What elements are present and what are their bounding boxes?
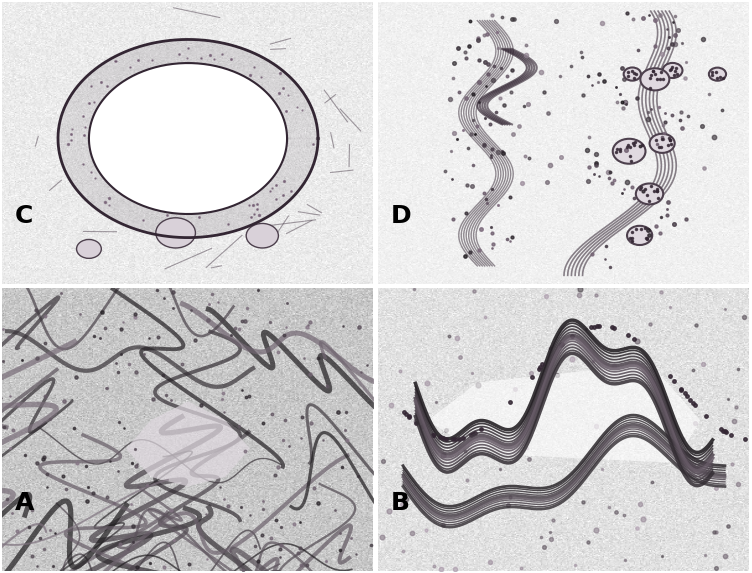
Text: D: D [391, 205, 411, 229]
Circle shape [709, 68, 726, 81]
Circle shape [246, 223, 278, 248]
Circle shape [627, 226, 652, 245]
Text: C: C [15, 205, 33, 229]
Circle shape [623, 68, 641, 81]
Polygon shape [126, 402, 250, 486]
Polygon shape [428, 364, 700, 463]
Text: A: A [15, 491, 35, 515]
Polygon shape [89, 63, 287, 214]
Circle shape [636, 183, 663, 205]
Circle shape [77, 240, 102, 258]
Circle shape [156, 218, 196, 248]
Circle shape [613, 139, 645, 164]
Circle shape [650, 134, 675, 153]
Circle shape [641, 68, 669, 91]
Text: B: B [391, 491, 410, 515]
Circle shape [663, 63, 683, 78]
